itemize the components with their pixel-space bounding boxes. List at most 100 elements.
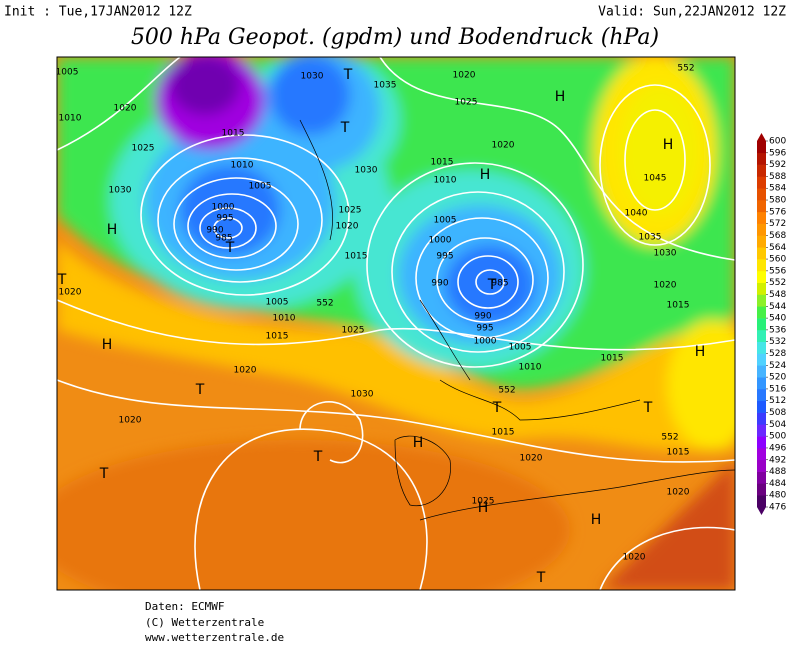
colorbar-bin	[757, 211, 766, 224]
colorbar-bin	[757, 141, 766, 154]
colorbar-tick-label: 520	[769, 373, 786, 383]
pressure-center: T	[536, 570, 546, 586]
isobar-label: 1020	[336, 222, 359, 232]
isobar-label: 1005	[509, 343, 532, 353]
colorbar-tick-label: 552	[769, 278, 786, 288]
colorbar-tick-label: 544	[769, 302, 786, 312]
colorbar-tick-label: 600	[769, 137, 786, 147]
colorbar-tick-label: 580	[769, 196, 786, 206]
isobar-label: 1010	[59, 114, 82, 124]
colorbar-tick-label: 508	[769, 408, 786, 418]
isobar-label: 1015	[266, 332, 289, 342]
colorbar-bin	[757, 436, 766, 449]
colorbar-tick-label: 572	[769, 219, 786, 229]
isobar-label: 1030	[109, 186, 132, 196]
colorbar-bin	[757, 365, 766, 378]
colorbar-bin	[757, 400, 766, 413]
isobar-label: 552	[677, 64, 694, 74]
pressure-center: H	[480, 167, 491, 183]
map-frame	[56, 56, 736, 591]
isobar-label: 1020	[453, 71, 476, 81]
isobar-label: 1020	[492, 141, 515, 151]
pressure-center: H	[663, 137, 674, 153]
map-field	[57, 57, 735, 590]
colorbar-tick-label: 588	[769, 172, 786, 182]
isobar-label: 1010	[231, 161, 254, 171]
pressure-center: T	[225, 240, 235, 256]
colorbar-arrow	[757, 507, 766, 515]
pressure-center: T	[643, 400, 653, 416]
isobar-label: 1030	[351, 390, 374, 400]
isobar-label: 1045	[644, 174, 667, 184]
isobar-label: 995	[436, 252, 453, 262]
map-title: 500 hPa Geopot. (gpdm) und Bodendruck (h…	[131, 25, 659, 50]
isobar-label: 1015	[667, 301, 690, 311]
colorbar-tick-label: 484	[769, 479, 786, 489]
colorbar-bin	[757, 353, 766, 366]
isobar-label: 552	[316, 299, 333, 309]
colorbar-tick-label: 496	[769, 443, 786, 453]
colorbar-tick-label: 596	[769, 148, 786, 158]
colorbar-bin	[757, 471, 766, 484]
isobar-label: 552	[498, 386, 515, 396]
isobar-label: 1040	[625, 209, 648, 219]
colorbar-bin	[757, 388, 766, 402]
isobar-label: 1020	[520, 454, 543, 464]
isobar-label: 1035	[374, 81, 397, 91]
footer-line: Daten: ECMWF	[145, 600, 224, 613]
pressure-center: T	[340, 120, 350, 136]
pressure-center: H	[413, 435, 424, 451]
colorbar-tick-label: 568	[769, 231, 786, 241]
colorbar-bin	[757, 247, 766, 260]
colorbar-bin	[757, 164, 766, 177]
pressure-center: T	[492, 400, 502, 416]
pressure-center: H	[478, 500, 489, 516]
colorbar-bin	[757, 152, 766, 165]
isobar-label: 1020	[667, 488, 690, 498]
colorbar-bin	[757, 235, 766, 248]
colorbar-tick-label: 476	[769, 503, 786, 513]
colorbar-tick-label: 492	[769, 455, 786, 465]
colorbar-tick-label: 560	[769, 255, 786, 265]
colorbar-tick-label: 504	[769, 420, 786, 430]
colorbar-tick-label: 512	[769, 396, 786, 406]
isobar-label: 1015	[492, 428, 515, 438]
isobar-label: 1020	[623, 553, 646, 563]
colorbar-bin	[757, 259, 766, 272]
pressure-center: T	[57, 272, 67, 288]
isobar-label: 1015	[601, 354, 624, 364]
colorbar-bin	[757, 318, 766, 331]
colorbar-tick-label: 564	[769, 243, 786, 253]
pressure-center: T	[195, 382, 205, 398]
isobar-label: 990	[431, 279, 448, 289]
isobar-label: 552	[661, 433, 678, 443]
isobar-label: 1030	[301, 72, 324, 82]
colorbar-bin	[757, 294, 766, 307]
isobar-label: 1015	[431, 158, 454, 168]
isobar-label: 1010	[519, 363, 542, 373]
pressure-center: T	[487, 277, 497, 293]
colorbar-arrow	[757, 133, 766, 141]
isobar-label: 1020	[654, 281, 677, 291]
colorbar-bin	[757, 459, 766, 472]
pressure-center: H	[591, 512, 602, 528]
colorbar-bin	[757, 377, 766, 390]
colorbar-tick-label: 576	[769, 207, 786, 217]
isobar-label: 1020	[59, 288, 82, 298]
colorbar-bin	[757, 200, 766, 213]
isobar-label: 1015	[667, 448, 690, 458]
colorbar-tick-label: 500	[769, 432, 786, 442]
map-labels: H H H H H H H H H T T T T T T T T T T T 1030 1035 1020 1025 1020…	[56, 64, 706, 587]
pressure-center: H	[102, 337, 113, 353]
isobar-label: 1000	[474, 337, 497, 347]
isobar-label: 1005	[266, 298, 289, 308]
colorbar-tick-label: 532	[769, 337, 786, 347]
isobar-label: 990	[474, 312, 491, 322]
colorbar-bin	[757, 424, 766, 437]
colorbar-bin	[757, 306, 766, 319]
isobar-label: 1025	[132, 144, 155, 154]
isobar-label: 1020	[119, 416, 142, 426]
isobar-label: 1015	[345, 252, 368, 262]
